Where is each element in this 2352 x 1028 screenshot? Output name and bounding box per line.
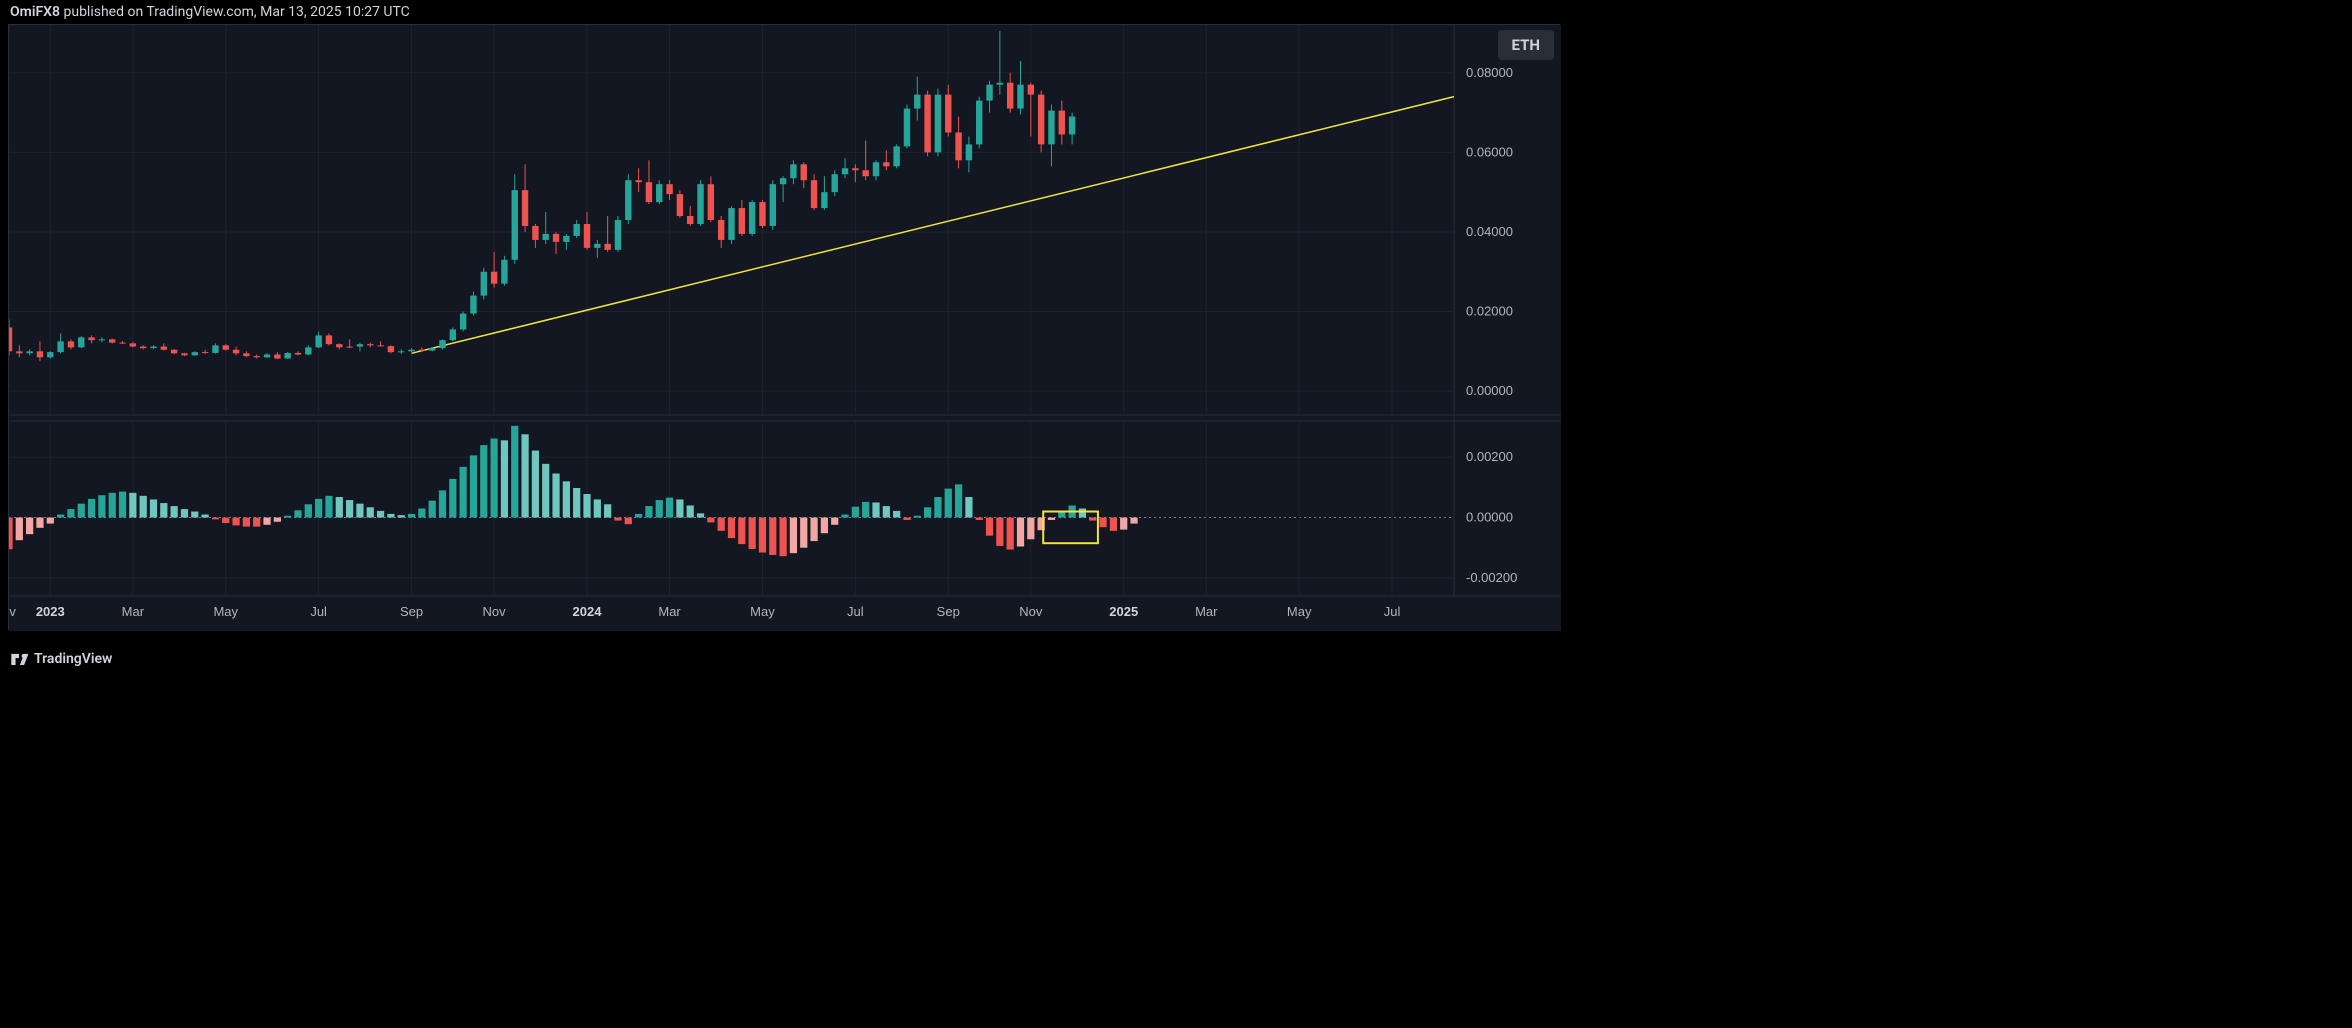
svg-text:2023: 2023: [36, 604, 65, 619]
symbol-badge[interactable]: ETH: [1498, 30, 1554, 60]
svg-text:0.00000: 0.00000: [1466, 510, 1513, 525]
svg-text:0.00000: 0.00000: [1466, 383, 1513, 398]
svg-text:Mar: Mar: [658, 604, 681, 619]
tradingview-logo-icon: [10, 653, 28, 665]
svg-text:May: May: [750, 604, 775, 619]
chart-svg: 0.00000 0.02000 0.04000 0.06000 0.08000 -0.00…: [9, 25, 1561, 631]
svg-text:Nov: Nov: [1019, 604, 1043, 619]
svg-text:Jul: Jul: [847, 604, 864, 619]
svg-text:2024: 2024: [573, 604, 603, 619]
svg-text:Sep: Sep: [937, 604, 960, 619]
svg-text:0.00200: 0.00200: [1466, 449, 1513, 464]
svg-text:0.02000: 0.02000: [1466, 304, 1513, 319]
svg-text:Sep: Sep: [400, 604, 423, 619]
svg-text:May: May: [1287, 604, 1312, 619]
svg-text:0.04000: 0.04000: [1466, 224, 1513, 239]
attribution-rest: published on TradingView.com, Mar 13, 20…: [60, 4, 410, 20]
chart-container[interactable]: 0.00000 0.02000 0.04000 0.06000 0.08000 -0.00…: [8, 24, 1560, 630]
svg-text:0.08000: 0.08000: [1466, 65, 1513, 80]
svg-text:-0.00200: -0.00200: [1466, 570, 1517, 585]
svg-text:May: May: [213, 604, 238, 619]
tradingview-footer: TradingView: [10, 651, 112, 667]
svg-text:0.06000: 0.06000: [1466, 144, 1513, 159]
footer-label: TradingView: [34, 651, 112, 667]
attribution-header: OmiFX8 published on TradingView.com, Mar…: [10, 4, 410, 20]
svg-text:Jul: Jul: [1384, 604, 1401, 619]
svg-text:Nov: Nov: [483, 604, 507, 619]
author-name: OmiFX8: [10, 4, 60, 20]
svg-text:ov: ov: [9, 604, 16, 619]
svg-text:Jul: Jul: [310, 604, 327, 619]
svg-text:Mar: Mar: [1195, 604, 1218, 619]
svg-text:Mar: Mar: [122, 604, 145, 619]
svg-text:2025: 2025: [1109, 604, 1138, 619]
